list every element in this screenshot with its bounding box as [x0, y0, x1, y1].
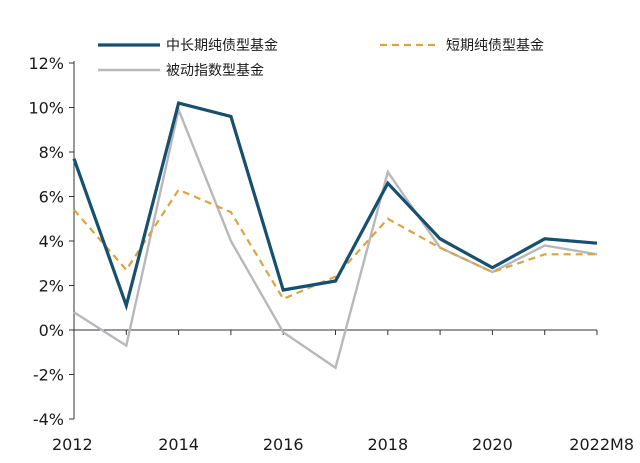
y-tick-label: 2% — [39, 277, 64, 296]
legend-label: 短期纯债型基金 — [446, 37, 544, 54]
x-tick-label: 2020 — [472, 435, 513, 454]
x-tick-label: 2016 — [263, 435, 304, 454]
y-tick-label: -4% — [33, 410, 64, 429]
y-tick-label: 0% — [39, 321, 64, 340]
legend-label: 被动指数型基金 — [166, 62, 264, 79]
y-tick-label: 12% — [28, 54, 64, 73]
x-tick-label: 2012 — [52, 435, 93, 454]
x-tick-label: 2022M8 — [569, 435, 634, 454]
y-tick-label: -2% — [33, 366, 64, 385]
axes: -4% -2% 0% 2% 4% 6% 8% 10% 12% 2012 2014 2016 2018 20… — [28, 54, 634, 454]
y-tick-label: 8% — [39, 143, 64, 162]
series-line-2 — [73, 188, 597, 301]
y-tick-label: 6% — [39, 188, 64, 207]
series-lines — [72, 101, 598, 370]
x-tick-label: 2014 — [158, 435, 199, 454]
legend-label: 中长期纯债型基金 — [166, 37, 278, 54]
series-line-3 — [73, 105, 598, 370]
y-tick-label: 4% — [39, 232, 64, 251]
x-tick-label: 2018 — [367, 435, 408, 454]
y-tick-label: 10% — [28, 99, 64, 118]
series-line-1 — [72, 101, 598, 311]
